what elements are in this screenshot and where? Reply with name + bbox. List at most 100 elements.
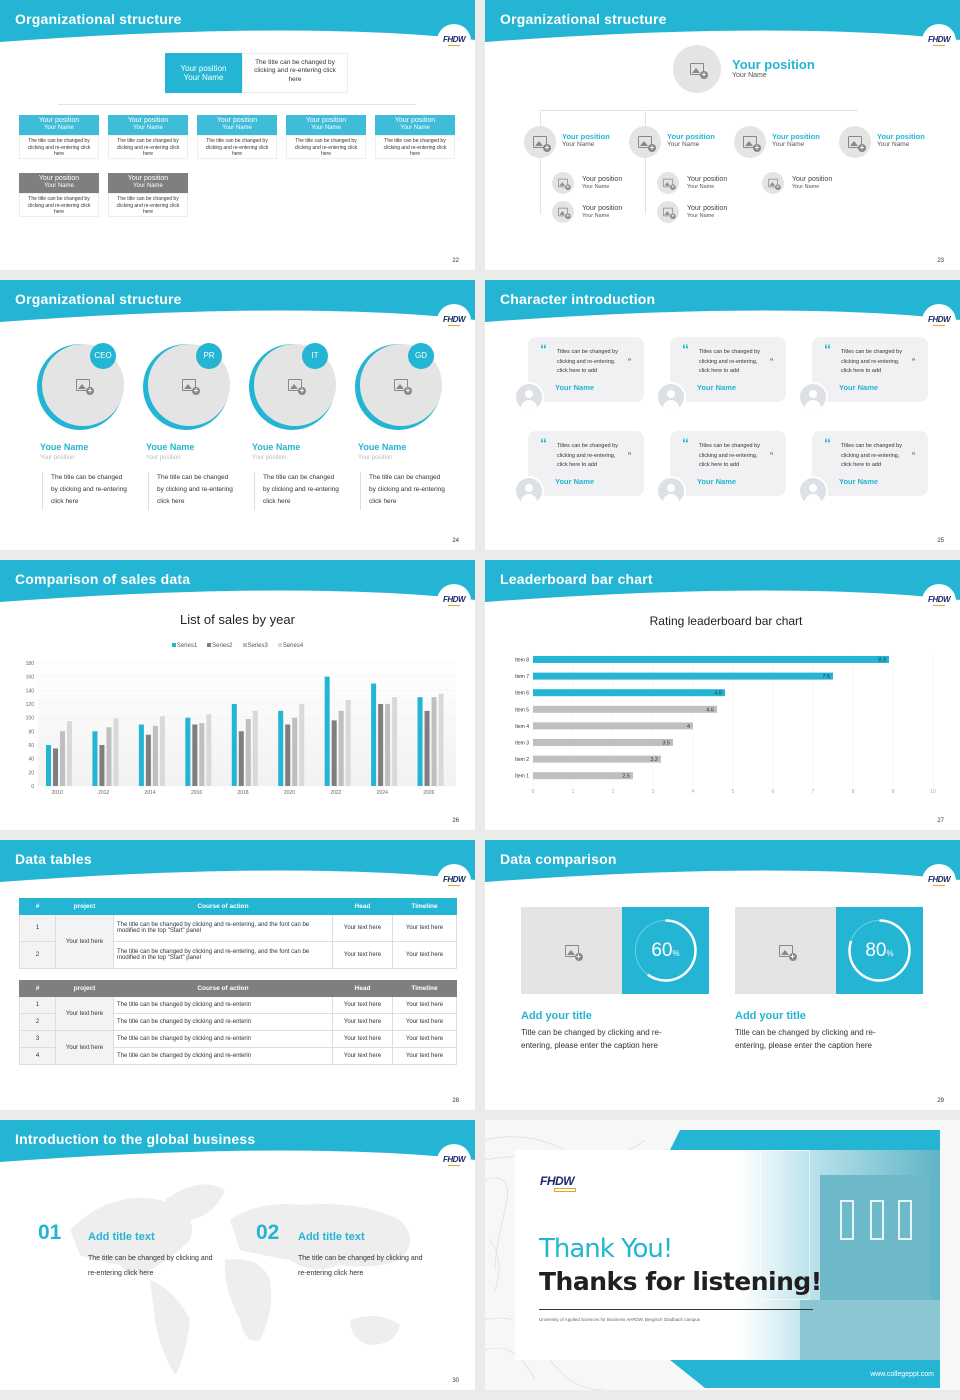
role-badge: CEO <box>90 343 116 369</box>
image-placeholder[interactable] <box>521 907 622 994</box>
column-header[interactable]: # <box>19 898 56 915</box>
table-row[interactable]: 3 Your text here The title can be changed … <box>19 1030 457 1065</box>
name-label: Your Name <box>133 183 163 190</box>
position-desc: The title can be changed by clicking and… <box>375 135 455 159</box>
slide-title: Organizational structure <box>15 11 182 27</box>
slide-26[interactable]: Comparison of sales data FHDW List of sa… <box>0 560 475 830</box>
slide-23[interactable]: Organizational structure FHDW Your posit… <box>485 0 960 270</box>
slide-29[interactable]: Data comparison FHDW 60% Add your title Ti… <box>485 840 960 1110</box>
image-placeholder-icon <box>778 944 797 961</box>
member-photo-placeholder[interactable] <box>524 126 556 158</box>
slide-27[interactable]: Leaderboard bar chart FHDW Rating leader… <box>485 560 960 830</box>
slide-header: Organizational structure <box>0 0 475 44</box>
name-label: Your Name <box>183 73 224 83</box>
table-row[interactable]: 4 The title can be changed by clicking an… <box>19 1047 457 1065</box>
member-position: Your position <box>40 455 75 461</box>
member-photo-placeholder[interactable] <box>762 172 784 194</box>
position-label: Your position <box>38 117 80 124</box>
testimonial-card[interactable]: “ Titles can be changed by clicking and r… <box>812 431 928 496</box>
top-photo-placeholder[interactable] <box>673 45 721 93</box>
sales-bar-chart: 0 20 40 60 80 100 120 140 160 180 2010 2012 2014 2016… <box>26 661 456 796</box>
slide-31-thank-you[interactable]: FHDW Thank You! Thanks for listening! Un… <box>485 1120 960 1390</box>
member-label: Your position Your Name <box>772 132 820 149</box>
position-desc: The title can be changed by clicking and… <box>19 135 99 159</box>
top-desc-box: The title can be changed by clicking and… <box>242 53 348 93</box>
member-photo-placeholder[interactable] <box>552 172 574 194</box>
svg-text:2020: 2020 <box>284 790 295 796</box>
svg-text:20: 20 <box>28 770 34 776</box>
member-photo-placeholder[interactable] <box>657 172 679 194</box>
column-header[interactable]: project <box>55 980 114 997</box>
fhdw-logo: FHDW <box>437 584 471 618</box>
column-header[interactable]: Timeline <box>392 980 457 997</box>
slide-24[interactable]: Organizational structure FHDW CEO Youe Na… <box>0 280 475 550</box>
position-header-box[interactable]: Your position Your Name <box>108 173 188 193</box>
role-badge: PR <box>196 343 222 369</box>
position-header-box[interactable]: Your position Your Name <box>197 115 277 135</box>
slide-22[interactable]: Organizational structure FHDW Your posit… <box>0 0 475 270</box>
column-header[interactable]: # <box>19 980 56 997</box>
member-label: Your position Your Name <box>667 132 715 149</box>
column-header[interactable]: Head <box>332 980 393 997</box>
svg-text:80: 80 <box>28 729 34 735</box>
position-header-box[interactable]: Your position Your Name <box>108 115 188 135</box>
slide-header: Comparison of sales data <box>0 560 475 604</box>
progress-ring <box>634 919 697 982</box>
table-header-row: # project Course of action Head Timeline <box>19 980 457 997</box>
position-header-box[interactable]: Your position Your Name <box>19 115 99 135</box>
column-header[interactable]: Timeline <box>392 898 457 915</box>
slide-header: Organizational structure <box>0 280 475 324</box>
member-photo-placeholder[interactable] <box>734 126 766 158</box>
member-photo-placeholder[interactable] <box>657 201 679 223</box>
column-header[interactable]: Head <box>332 898 393 915</box>
open-quote-icon: “ <box>540 341 547 357</box>
top-position-box[interactable]: Your position Your Name <box>165 53 242 93</box>
testimonial-card[interactable]: “ Titles can be changed by clicking and r… <box>528 431 644 496</box>
svg-text:5: 5 <box>732 789 735 795</box>
member-label: Your position Your Name <box>582 176 623 190</box>
table-row[interactable]: 2 The title can be changed by clicking an… <box>19 1013 457 1031</box>
name-label: Your Name <box>44 183 74 190</box>
testimonial-text: Titles can be changed by clicking and re… <box>557 349 618 374</box>
column-header[interactable]: Course of action <box>113 898 333 915</box>
svg-text:Item 4: Item 4 <box>515 724 529 730</box>
position-header-box[interactable]: Your position Your Name <box>286 115 366 135</box>
project-cell: Your text here <box>55 1030 114 1065</box>
page-number: 28 <box>452 1098 459 1104</box>
fhdw-logo: FHDW <box>922 304 956 338</box>
member-photo-placeholder[interactable] <box>839 126 871 158</box>
slide-25[interactable]: Character introduction FHDW “ Titles can … <box>485 280 960 550</box>
close-quote-icon: ” <box>912 451 915 461</box>
position-header-box[interactable]: Your position Your Name <box>375 115 455 135</box>
slide-header: Character introduction <box>485 280 960 324</box>
slide-title: Organizational structure <box>15 291 182 307</box>
testimonial-card[interactable]: “ Titles can be changed by clicking and r… <box>670 431 786 496</box>
table-row[interactable]: 2 The title can be changed by clicking an… <box>19 941 457 969</box>
website-url[interactable]: www.collegeppt.com <box>870 1371 934 1378</box>
slide-28[interactable]: Data tables FHDW # project Course of actio… <box>0 840 475 1110</box>
slide-header: Organizational structure <box>485 0 960 44</box>
member-position: Your position <box>146 455 181 461</box>
fhdw-logo: FHDW <box>922 864 956 898</box>
table-row[interactable]: 1 Your text here The title can be changed … <box>19 914 457 969</box>
progress-value: 80% <box>865 940 894 961</box>
slide-header: Introduction to the global business <box>0 1120 475 1164</box>
svg-text:Item 6: Item 6 <box>515 691 529 697</box>
member-photo-placeholder[interactable] <box>552 201 574 223</box>
svg-text:4: 4 <box>687 724 690 730</box>
slide-30[interactable]: Introduction to the global business FHDW… <box>0 1120 475 1390</box>
chart-legend: Series1 Series2 Series3 Series4 <box>0 643 475 649</box>
position-header-box[interactable]: Your position Your Name <box>19 173 99 193</box>
testimonial-card[interactable]: “ Titles can be changed by clicking and r… <box>528 337 644 402</box>
image-placeholder[interactable] <box>735 907 836 994</box>
testimonial-card[interactable]: “ Titles can be changed by clicking and r… <box>812 337 928 402</box>
member-photo-placeholder[interactable] <box>629 126 661 158</box>
university-subtitle: University of Applied Sciences for Busin… <box>539 1317 701 1322</box>
close-quote-icon: ” <box>770 357 773 367</box>
column-header[interactable]: project <box>55 898 114 915</box>
position-label: Your position <box>127 117 169 124</box>
column-header[interactable]: Course of action <box>113 980 333 997</box>
item-desc: Title can be changed by clicking and re-… <box>735 1028 876 1050</box>
table-row[interactable]: 1 Your text here The title can be changed … <box>19 996 457 1031</box>
testimonial-card[interactable]: “ Titles can be changed by clicking and r… <box>670 337 786 402</box>
